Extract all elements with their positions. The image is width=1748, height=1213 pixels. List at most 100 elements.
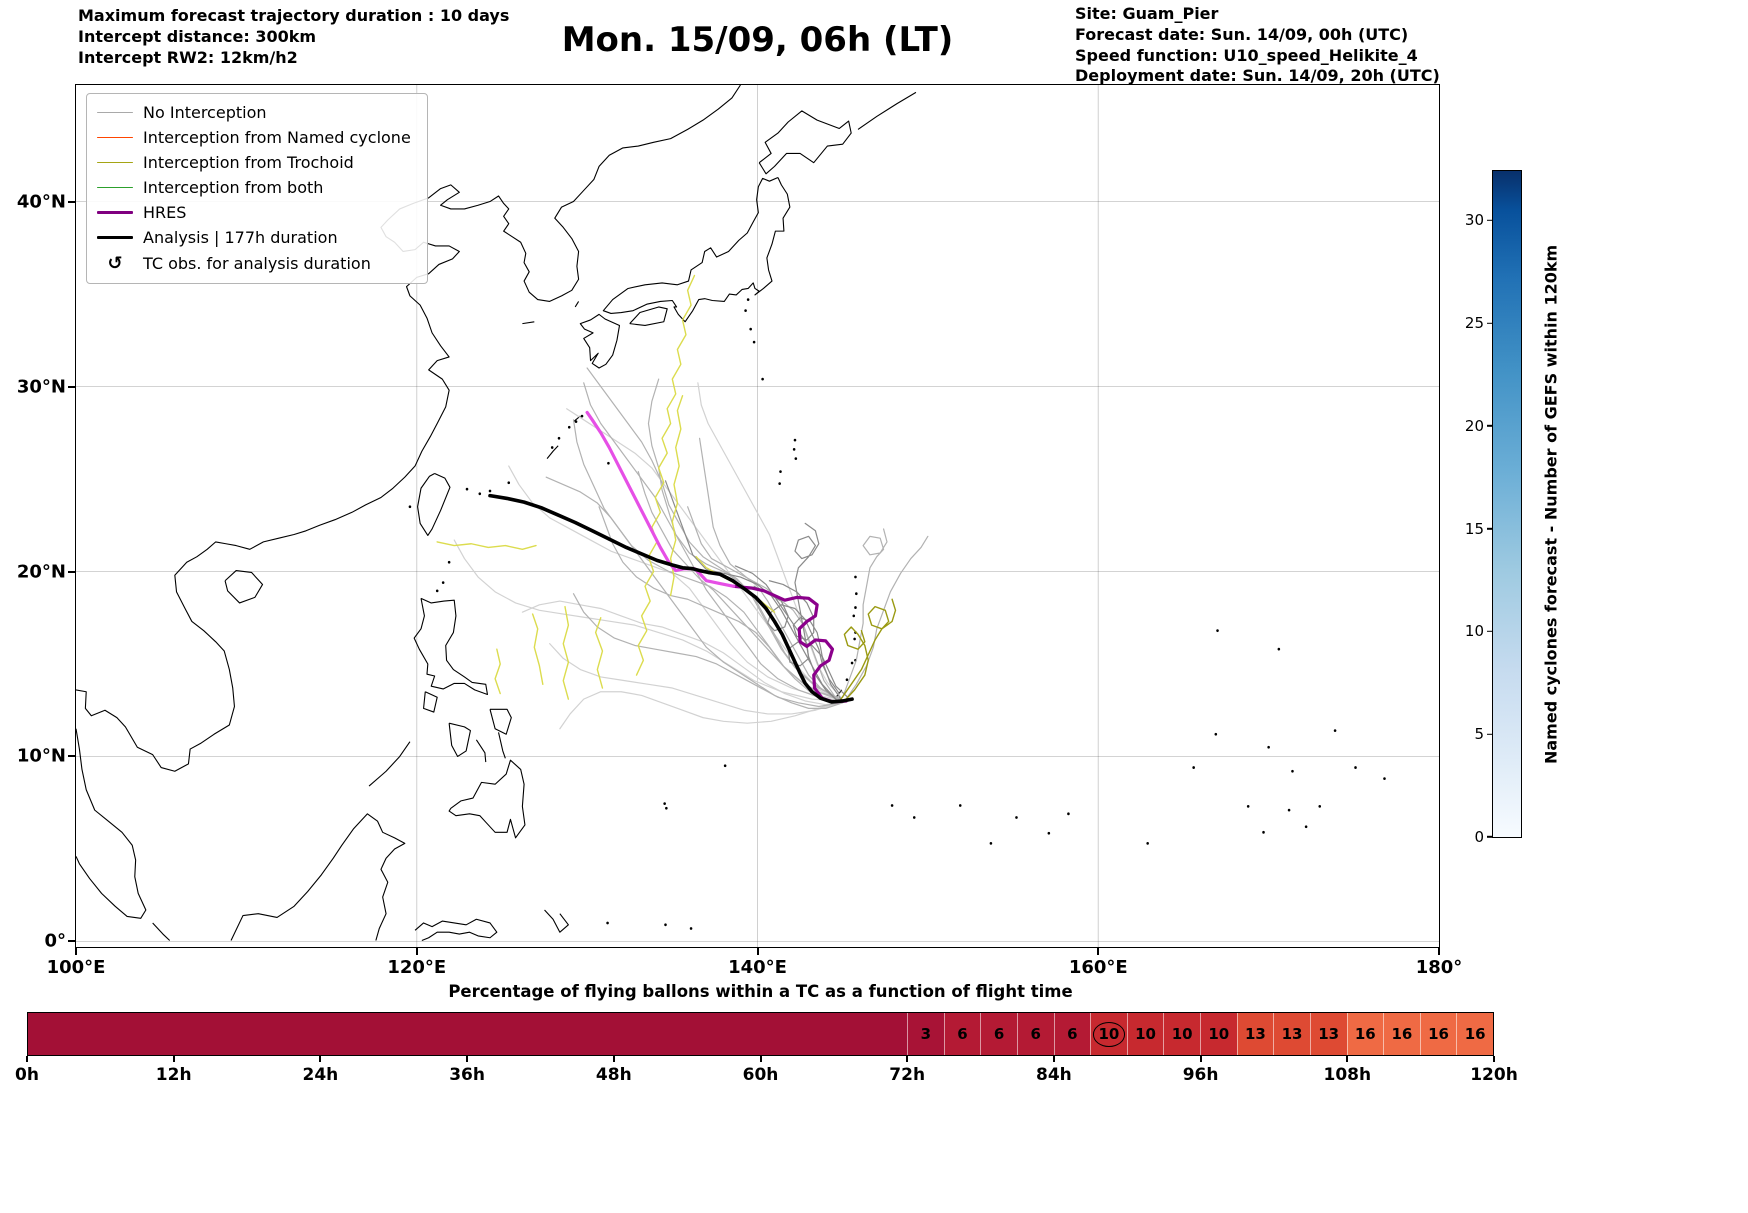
y-axis-tick-label: 30°N — [16, 376, 66, 398]
segment-value: 13 — [1318, 1024, 1340, 1043]
x-axis-tick-label: 180° — [1415, 957, 1463, 978]
map-plot-area: No Interception Interception from Named c… — [17, 84, 1462, 978]
y-axis-tick-label: 0° — [44, 930, 66, 952]
coastline — [424, 692, 438, 712]
legend-label: No Interception — [143, 103, 267, 122]
y-axis-tick-mark — [68, 940, 76, 943]
segment-value: 16 — [1464, 1024, 1486, 1043]
x-axis-tick-label: 160°E — [1068, 957, 1128, 978]
island-dot — [1333, 729, 1337, 732]
island-dot — [435, 589, 439, 593]
bottom-bar: 3 6 6 6 6 10 10 10 10 13 13 13 16 16 16 16 — [27, 1012, 1494, 1056]
hour-tick-label: 12h — [155, 1065, 192, 1085]
ensemble-track — [844, 627, 868, 701]
island-dot — [1287, 808, 1291, 812]
bottom-bar-segment: 10 — [1090, 1013, 1127, 1055]
legend-line-sample — [97, 235, 133, 240]
segment-value: 16 — [1391, 1024, 1413, 1043]
island-dot — [447, 560, 451, 564]
coastline — [414, 598, 487, 694]
island-dot — [465, 487, 469, 491]
island-dot — [665, 806, 668, 810]
coastline — [630, 307, 667, 325]
legend-label: Interception from Named cyclone — [143, 128, 411, 147]
island-dot — [1277, 647, 1281, 651]
hour-tick-label: 60h — [742, 1065, 779, 1085]
x-axis-tick-mark — [1097, 947, 1100, 955]
island-dot — [723, 764, 727, 768]
coastline — [490, 709, 511, 734]
segment-value: 16 — [1354, 1024, 1376, 1043]
island-dot — [779, 470, 782, 473]
coastline — [858, 92, 916, 129]
y-axis-tick-label: 20°N — [16, 561, 66, 582]
bottom-bar-segment: 6 — [980, 1013, 1017, 1055]
ensemble-track — [754, 586, 839, 693]
ensemble-track — [700, 438, 841, 699]
bottom-bar-segment: 10 — [1163, 1013, 1200, 1055]
colorbar-tick-label: 0 — [1474, 828, 1484, 846]
bottom-bar-segment: 16 — [1456, 1013, 1493, 1055]
ensemble-track — [533, 614, 543, 684]
segment-value: 6 — [993, 1024, 1005, 1043]
island-dot — [890, 804, 894, 807]
island-dot — [852, 614, 856, 618]
x-axis-tick-mark — [1438, 947, 1440, 955]
segment-value: 13 — [1281, 1024, 1303, 1043]
colorbar: 0 5 10 15 20 25 30 — [1465, 170, 1522, 846]
island-dot — [441, 581, 445, 584]
colorbar-tick-mark — [1487, 836, 1493, 838]
island-dot — [792, 448, 796, 451]
island-dot — [689, 927, 693, 930]
x-axis-tick-label: 120°E — [387, 957, 447, 978]
coastline — [522, 322, 534, 324]
segment-value: 3 — [920, 1024, 932, 1043]
island-dot — [1146, 842, 1149, 845]
ensemble-track — [567, 409, 841, 701]
figure-title: Mon. 15/09, 06h (LT) — [561, 20, 954, 60]
ensemble-track — [454, 540, 842, 701]
island-dot — [1246, 805, 1250, 808]
legend-label: Interception from both — [143, 178, 324, 197]
header-left-line: Intercept RW2: 12km/h2 — [78, 47, 298, 67]
coastline — [476, 740, 485, 762]
island-dot — [574, 420, 578, 424]
ensemble-track — [665, 481, 835, 699]
hour-tick-label: 96h — [1182, 1065, 1219, 1085]
hour-tick-mark — [172, 1056, 175, 1062]
colorbar-tick-mark — [1487, 733, 1493, 736]
segment-value: 6 — [1067, 1024, 1078, 1043]
coastline — [759, 111, 851, 174]
island-dot — [1214, 732, 1218, 736]
hour-tick-label: 24h — [302, 1065, 339, 1085]
island-dot — [607, 461, 610, 465]
hour-tick-mark — [1346, 1056, 1349, 1062]
coastline — [153, 923, 170, 941]
colorbar-tick-mark — [1487, 630, 1493, 633]
hour-tick-label: 0h — [15, 1065, 39, 1085]
legend-label: Analysis | 177h duration — [143, 228, 338, 247]
map-svg — [76, 85, 1439, 947]
colorbar-tick-label: 30 — [1464, 211, 1484, 230]
island-dot — [1192, 766, 1195, 769]
header-right-line: Forecast date: Sun. 14/09, 00h (UTC) — [1075, 24, 1409, 44]
island-dot — [749, 327, 752, 331]
ensemble-track — [671, 396, 683, 596]
coastline — [418, 473, 450, 535]
island-dot — [746, 298, 750, 301]
header-right-line: Deployment date: Sun. 14/09, 20h (UTC) — [1075, 66, 1440, 86]
coastline — [499, 732, 506, 758]
coastline — [225, 571, 262, 603]
island-dot — [550, 446, 554, 449]
legend-entry: HRES — [97, 203, 411, 222]
island-dot — [850, 661, 854, 665]
ensemble-track — [522, 601, 846, 705]
ensemble-track — [560, 692, 841, 729]
island-dot — [1291, 769, 1294, 773]
hour-tick-label: 108h — [1323, 1065, 1372, 1085]
bottom-bar-segment: 6 — [943, 1013, 981, 1055]
bottom-bar-title: Percentage of flying ballons within a TC… — [448, 982, 1073, 1001]
hour-tick-mark — [1199, 1056, 1202, 1062]
island-dot — [1015, 816, 1018, 819]
